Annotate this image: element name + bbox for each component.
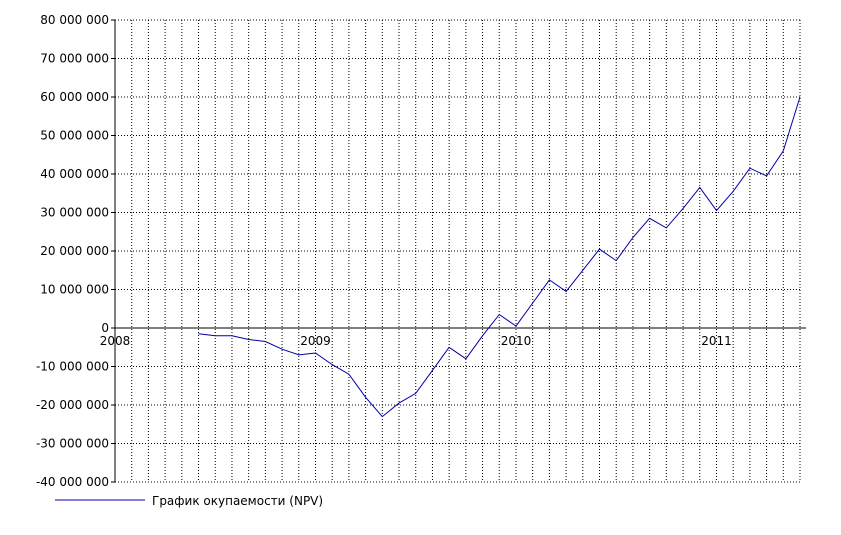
y-tick-label: -30 000 000 bbox=[36, 437, 109, 451]
y-tick-label: -40 000 000 bbox=[36, 475, 109, 489]
legend: График окупаемости (NPV) bbox=[55, 494, 323, 508]
series-line bbox=[198, 96, 801, 418]
y-tick-label: 40 000 000 bbox=[40, 167, 109, 181]
y-tick-label: -20 000 000 bbox=[36, 398, 109, 412]
y-tick-label: 10 000 000 bbox=[40, 283, 109, 297]
series-layer bbox=[198, 96, 801, 418]
y-tick-label: 20 000 000 bbox=[40, 244, 109, 258]
legend-label: График окупаемости (NPV) bbox=[152, 494, 323, 508]
horizontal-gridlines bbox=[111, 19, 800, 483]
x-tick-label: 2010 bbox=[501, 334, 532, 348]
y-tick-label: 70 000 000 bbox=[40, 52, 109, 66]
x-tick-label: 2011 bbox=[701, 334, 732, 348]
y-tick-label: 30 000 000 bbox=[40, 206, 109, 220]
y-tick-label: 0 bbox=[101, 321, 109, 335]
y-tick-label: -10 000 000 bbox=[36, 360, 109, 374]
x-tick-labels: 2008 2009 2010 2011 bbox=[100, 334, 732, 348]
vertical-gridlines bbox=[131, 20, 801, 482]
y-tick-label: 80 000 000 bbox=[40, 13, 109, 27]
y-tick-label: 50 000 000 bbox=[40, 129, 109, 143]
y-tick-label: 60 000 000 bbox=[40, 90, 109, 104]
x-tick-label: 2009 bbox=[300, 334, 331, 348]
y-tick-labels: 80 000 000 70 000 000 60 000 000 50 000 000… bbox=[36, 13, 109, 489]
x-tick-label: 2008 bbox=[100, 334, 131, 348]
